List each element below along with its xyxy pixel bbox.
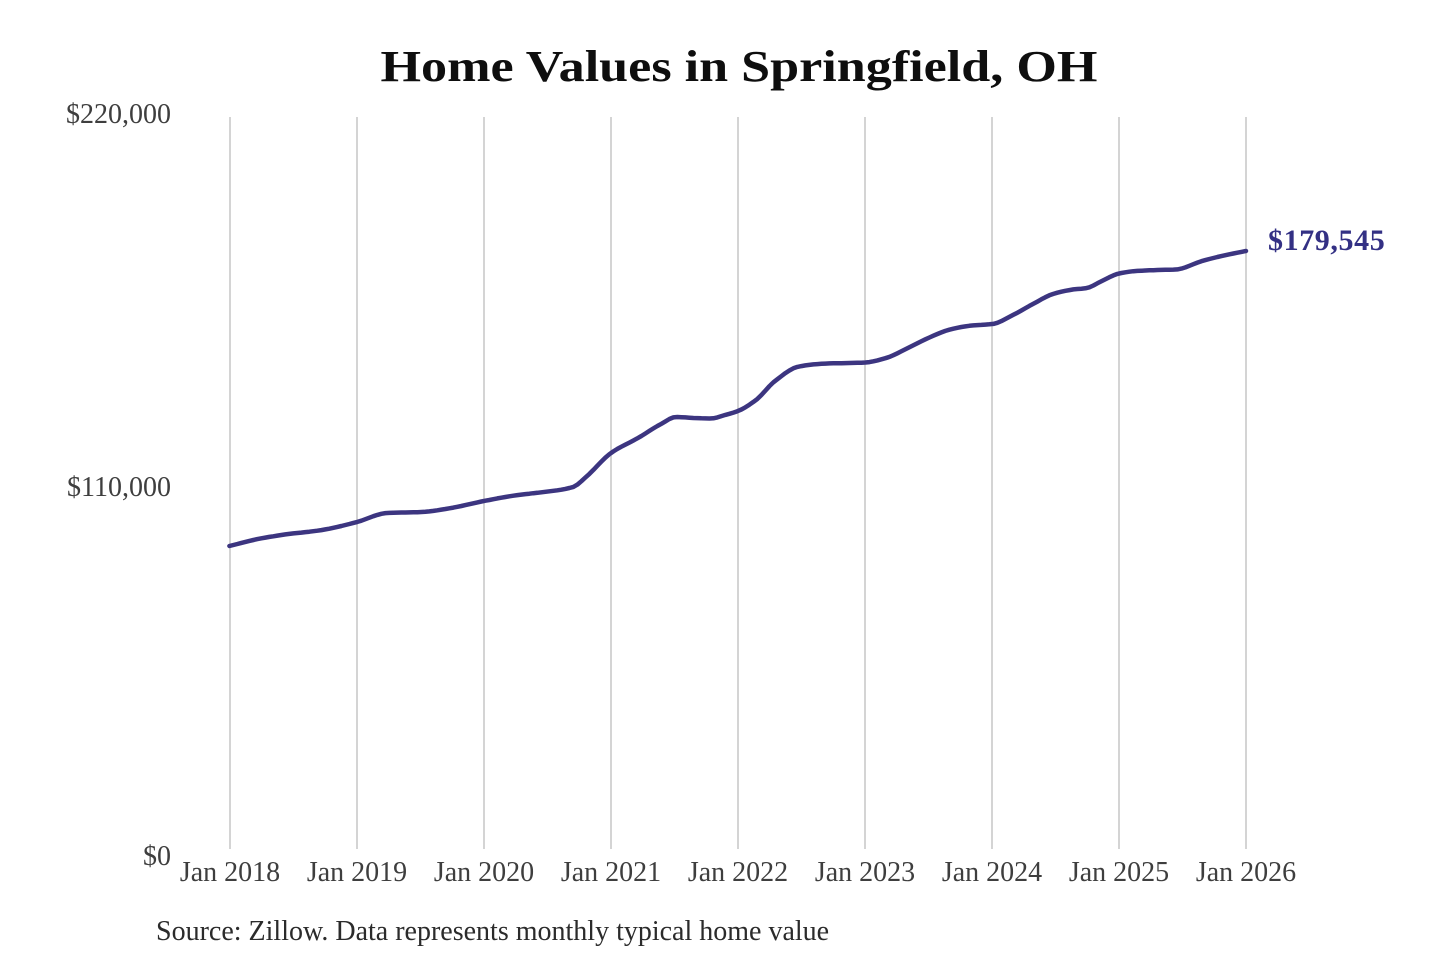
svg-text:$179,545: $179,545 [1268,224,1385,257]
svg-text:Home Values in Springfield, OH: Home Values in Springfield, OH [381,43,1098,91]
svg-text:Jan 2019: Jan 2019 [307,857,407,888]
svg-text:Jan 2023: Jan 2023 [815,857,915,888]
svg-text:Jan 2024: Jan 2024 [942,857,1042,888]
svg-text:Jan 2022: Jan 2022 [688,857,788,888]
svg-text:Jan 2020: Jan 2020 [434,857,534,888]
svg-text:$110,000: $110,000 [67,472,171,503]
svg-text:Jan 2025: Jan 2025 [1069,857,1169,888]
svg-text:$220,000: $220,000 [66,99,171,130]
svg-text:Jan 2018: Jan 2018 [180,857,280,888]
svg-text:$0: $0 [143,841,171,872]
svg-text:Jan 2026: Jan 2026 [1196,857,1296,888]
svg-text:Source: Zillow. Data represent: Source: Zillow. Data represents monthly … [156,916,829,947]
svg-text:Jan 2021: Jan 2021 [561,857,661,888]
